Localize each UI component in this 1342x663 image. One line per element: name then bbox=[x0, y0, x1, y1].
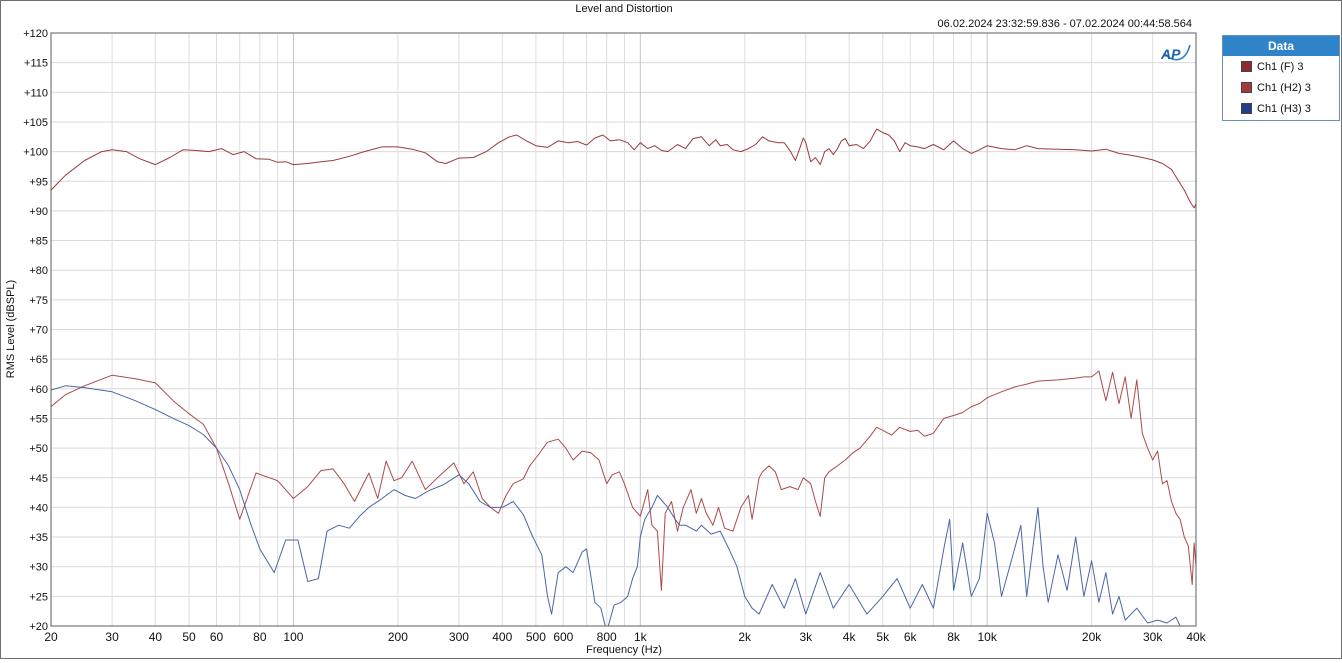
chart-title: Level and Distortion bbox=[575, 3, 672, 15]
series-layer bbox=[51, 128, 1196, 626]
y-tick-label: +35 bbox=[29, 532, 48, 544]
series-line-f bbox=[51, 128, 1196, 209]
legend-suffix-h2: 3 bbox=[1304, 81, 1311, 94]
y-tick-label: +55 bbox=[29, 413, 48, 425]
y-tick-label: +50 bbox=[29, 443, 48, 455]
legend-swatch-h2 bbox=[1241, 82, 1252, 93]
x-tick-label: 50 bbox=[182, 630, 196, 644]
x-tick-label: 500 bbox=[526, 630, 546, 644]
x-tick-label: 40k bbox=[1186, 630, 1206, 644]
y-tick-label: +40 bbox=[29, 502, 48, 514]
legend-suffix-h3: 3 bbox=[1304, 102, 1311, 115]
legend-panel: Data Ch1 (F) 3 Ch1 (H2) 3 Ch1 (H3) 3 bbox=[1222, 35, 1340, 121]
y-tick-label: +120 bbox=[23, 28, 48, 40]
x-tick-label: 4k bbox=[843, 630, 857, 644]
x-tick-label: 1k bbox=[634, 630, 648, 644]
x-tick-label: 30 bbox=[105, 630, 119, 644]
ap-logo-swoosh bbox=[1163, 44, 1191, 61]
legend-label-h2: Ch1 (H2) bbox=[1257, 81, 1302, 94]
grid-lines bbox=[50, 32, 1197, 627]
y-tick-label: +80 bbox=[29, 265, 48, 277]
ap-logo: AP bbox=[1160, 44, 1191, 62]
y-tick-label: +65 bbox=[29, 354, 48, 366]
x-tick-label: 80 bbox=[253, 630, 267, 644]
x-tick-label: 5k bbox=[876, 630, 890, 644]
x-tick-label: 8k bbox=[947, 630, 961, 644]
series-line-h2 bbox=[51, 370, 1196, 591]
legend-swatch-f bbox=[1241, 61, 1252, 72]
ap-logo-text: AP bbox=[1160, 46, 1181, 62]
legend-swatch-h3 bbox=[1241, 103, 1252, 114]
x-tick-label: 300 bbox=[449, 630, 469, 644]
y-tick-label: +70 bbox=[29, 325, 48, 337]
y-tick-label: +45 bbox=[29, 473, 48, 485]
legend-title: Data bbox=[1223, 36, 1339, 56]
x-tick-label: 800 bbox=[597, 630, 617, 644]
legend-item-f[interactable]: Ch1 (F) 3 bbox=[1223, 56, 1339, 77]
x-tick-label: 100 bbox=[283, 630, 303, 644]
y-tick-label: +110 bbox=[24, 87, 48, 99]
x-tick-label: 3k bbox=[799, 630, 813, 644]
legend-item-h2[interactable]: Ch1 (H2) 3 bbox=[1223, 77, 1339, 98]
legend-suffix-f: 3 bbox=[1297, 60, 1304, 73]
x-tick-label: 30k bbox=[1143, 630, 1163, 644]
plot-border bbox=[50, 32, 1197, 627]
y-tick-label: +100 bbox=[23, 147, 48, 159]
x-tick-label: 40 bbox=[149, 630, 163, 644]
y-axis-label: RMS Level (dBSPL) bbox=[5, 280, 17, 378]
y-tick-labels: +120 +115 +110 +105 +100 +95 +90 +85 +80 +75 +70 +6… bbox=[23, 28, 48, 633]
legend-label-f: Ch1 (F) bbox=[1257, 60, 1295, 73]
timestamp-label: 06.02.2024 23:32:59.836 - 07.02.2024 00:… bbox=[938, 18, 1192, 30]
y-tick-label: +105 bbox=[23, 117, 48, 129]
legend-label-h3: Ch1 (H3) bbox=[1257, 102, 1302, 115]
y-tick-label: +95 bbox=[29, 176, 48, 188]
x-tick-label: 20 bbox=[44, 630, 58, 644]
x-tick-label: 200 bbox=[388, 630, 408, 644]
x-axis-label: Frequency (Hz) bbox=[586, 644, 662, 656]
y-tick-label: +60 bbox=[29, 384, 48, 396]
x-tick-label: 2k bbox=[738, 630, 752, 644]
x-tick-label: 20k bbox=[1082, 630, 1102, 644]
series-line-h3 bbox=[51, 385, 1181, 626]
y-tick-label: +75 bbox=[29, 295, 48, 307]
x-tick-label: 6k bbox=[904, 630, 918, 644]
x-tick-label: 600 bbox=[553, 630, 573, 644]
x-tick-label: 60 bbox=[210, 630, 224, 644]
x-tick-label: 10k bbox=[977, 630, 997, 644]
y-tick-label: +30 bbox=[29, 562, 48, 574]
y-tick-label: +90 bbox=[29, 206, 48, 218]
y-tick-label: +25 bbox=[29, 591, 48, 603]
y-tick-label: +85 bbox=[29, 236, 48, 248]
x-tick-labels: 20 30 40 50 60 80 100 200 300 400 500 600 800 1k 2k 3k 4… bbox=[44, 630, 1206, 644]
x-tick-label: 400 bbox=[492, 630, 512, 644]
y-tick-label: +115 bbox=[24, 58, 48, 70]
y-tick-label: +20 bbox=[29, 621, 48, 633]
legend-item-h3[interactable]: Ch1 (H3) 3 bbox=[1223, 98, 1339, 119]
